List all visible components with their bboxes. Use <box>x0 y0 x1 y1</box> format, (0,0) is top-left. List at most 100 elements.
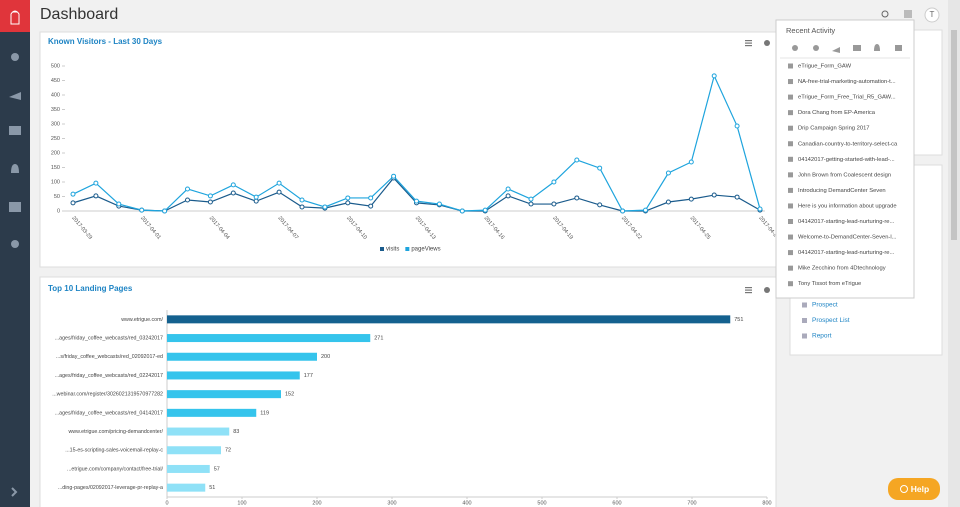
activity-item[interactable]: 04142017-starting-lead-nurturing-re... <box>798 219 895 225</box>
bar[interactable] <box>167 334 371 343</box>
activity-icon <box>788 63 793 69</box>
nav-icon[interactable] <box>11 240 19 248</box>
data-point <box>711 73 717 79</box>
data-point <box>551 201 557 207</box>
side-link[interactable]: Prospect List <box>812 317 850 324</box>
activity-item[interactable]: Tony Tissot from eTrigue <box>798 281 861 287</box>
activity-item[interactable]: Here is you information about upgrade <box>798 203 897 209</box>
data-point <box>643 207 648 213</box>
activity-item[interactable]: Welcome-to-DemandCenter-Seven-l... <box>798 235 897 241</box>
user-avatar[interactable] <box>924 7 940 23</box>
activity-item[interactable]: eTrigue_Form_Free_Trial_R5_GAW... <box>798 95 896 101</box>
activity-icon <box>788 125 793 131</box>
search-icon[interactable] <box>881 10 889 18</box>
activity-icon <box>788 281 793 287</box>
y-tick-label: 250 <box>51 136 60 142</box>
bar[interactable] <box>167 446 221 455</box>
nav-icon[interactable] <box>9 126 21 135</box>
bar[interactable] <box>167 483 206 492</box>
bar[interactable] <box>167 371 300 380</box>
link-icon <box>802 302 807 308</box>
data-point <box>436 201 442 207</box>
y-tick-label: 300 <box>51 121 60 127</box>
activity-item[interactable]: Canadian-country-to-territory-select-ca <box>798 141 898 147</box>
menu-icon[interactable] <box>745 287 752 289</box>
bar[interactable] <box>167 352 317 361</box>
recent-activity-dropdown <box>775 19 915 299</box>
help-button[interactable] <box>888 478 940 500</box>
filter-icon[interactable] <box>792 45 798 51</box>
activity-item[interactable]: eTrigue_Form_GAW <box>798 64 852 70</box>
bar[interactable] <box>167 315 731 324</box>
value-label: 200 <box>321 354 330 360</box>
activity-item[interactable]: 04142017-starting-lead-nurturing-re... <box>798 250 895 256</box>
menu-icon[interactable] <box>745 40 752 42</box>
value-label: 83 <box>233 429 239 435</box>
logo-icon <box>10 10 20 25</box>
y-tick-label: ...15-es-scripting-sales-voicemail-repla… <box>65 448 163 454</box>
y-tick-label: ...webinar.com/register/3026021319570977… <box>52 392 163 398</box>
data-point <box>185 186 190 192</box>
visitors-panel <box>39 31 777 268</box>
filter-icon[interactable] <box>813 45 819 51</box>
activity-icon <box>788 156 793 162</box>
data-point <box>345 200 351 206</box>
data-point <box>459 208 465 214</box>
filter-icon[interactable] <box>895 45 902 51</box>
nav-icon[interactable] <box>11 164 19 173</box>
legend-swatch <box>405 247 410 251</box>
activity-item[interactable]: Dora Chang from EP-America <box>798 110 876 116</box>
link-icon <box>802 318 807 323</box>
notifications-icon[interactable] <box>904 10 912 18</box>
nav-icon[interactable] <box>9 92 21 100</box>
data-point <box>322 204 328 210</box>
data-point <box>70 200 76 206</box>
value-label: 57 <box>214 466 220 472</box>
y-tick-label: 450 <box>51 78 60 84</box>
bar[interactable] <box>167 390 281 399</box>
data-point <box>207 199 213 205</box>
legend-swatch <box>380 247 384 251</box>
settings-icon[interactable] <box>764 40 770 46</box>
data-point <box>116 201 122 207</box>
filter-icon[interactable] <box>853 45 861 51</box>
data-point <box>253 198 259 204</box>
data-point <box>620 208 626 214</box>
y-tick-label: 100 <box>51 179 60 185</box>
link-icon <box>802 333 807 339</box>
legend-label: visits <box>386 247 399 253</box>
expand-sidebar[interactable] <box>11 487 18 497</box>
activity-item[interactable]: NA-free-trial-marketing-automation-t... <box>798 79 896 85</box>
activity-item[interactable]: 04142017-getting-started-with-lead-... <box>798 157 895 163</box>
bar[interactable] <box>167 408 257 417</box>
data-point <box>551 179 557 185</box>
settings-icon[interactable] <box>764 287 770 293</box>
nav-icon[interactable] <box>11 53 19 61</box>
y-tick-label: 150 <box>51 165 60 171</box>
data-point <box>345 195 351 201</box>
data-point <box>688 159 694 165</box>
data-point <box>597 202 603 208</box>
y-tick-label: www.etrigue.com/ <box>121 317 163 323</box>
side-link[interactable]: Report <box>812 333 832 340</box>
activity-item[interactable]: Introducing DemandCenter Seven <box>798 188 886 194</box>
activity-icon <box>788 110 793 116</box>
activity-icon <box>788 250 793 256</box>
activity-icon <box>788 203 793 209</box>
side-link[interactable]: Prospect <box>812 302 838 309</box>
filter-icon[interactable] <box>832 47 840 53</box>
activity-item[interactable]: Mike Zecchino from 4Dtechnology <box>798 266 886 272</box>
panel-title: Known Visitors - Last 30 Days <box>48 37 163 46</box>
filter-icon[interactable] <box>874 44 880 51</box>
x-tick-label: 300 <box>387 500 396 506</box>
activity-item[interactable]: Drip Campaign Spring 2017 <box>798 126 870 132</box>
bar[interactable] <box>167 427 230 436</box>
scrollbar-thumb[interactable] <box>951 30 957 240</box>
activity-item[interactable]: John Brown from Coalescent design <box>798 172 891 178</box>
value-label: 72 <box>225 448 231 454</box>
data-point <box>528 196 534 202</box>
nav-icon[interactable] <box>9 202 21 212</box>
bar[interactable] <box>167 464 210 473</box>
data-point <box>574 195 580 201</box>
